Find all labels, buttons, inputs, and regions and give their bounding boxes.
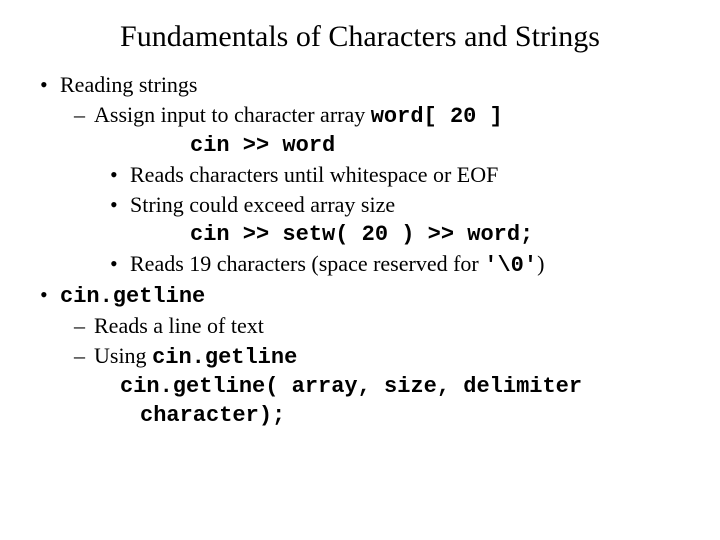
subbullet-reads-chars: •Reads characters until whitespace or EO… [110,162,680,188]
dash-icon: – [74,102,94,128]
code: word[ 20 ] [371,104,503,129]
text: String could exceed array size [130,192,395,217]
code: cin.getline [152,345,297,370]
bullet-icon: • [40,72,60,98]
code-cin-word: cin >> word [190,133,680,158]
code-setw: cin >> setw( 20 ) >> word; [190,222,680,247]
slide-title: Fundamentals of Characters and Strings [40,20,680,54]
bullet-icon: • [110,162,130,188]
bullet-icon: • [110,251,130,277]
subbullet-reads-line: –Reads a line of text [74,313,680,339]
code-getline-call-line2: character); [140,403,680,428]
text: Reading strings [60,72,198,97]
subbullet-using-getline: –Using cin.getline [74,343,680,370]
dash-icon: – [74,313,94,339]
text: Reads a line of text [94,313,264,338]
bullet-reading-strings: •Reading strings [40,72,680,98]
bullet-icon: • [110,192,130,218]
code: cin.getline [60,284,205,309]
dash-icon: – [74,343,94,369]
subbullet-exceed-size: •String could exceed array size [110,192,680,218]
subbullet-reads-19: •Reads 19 characters (space reserved for… [110,251,680,278]
text: Reads 19 characters (space reserved for [130,251,484,276]
text: Assign input to character array [94,102,371,127]
text: Using [94,343,152,368]
text: Reads characters until whitespace or EOF [130,162,498,187]
code-getline-call-line1: cin.getline( array, size, delimiter [120,374,680,399]
subbullet-assign-input: –Assign input to character array word[ 2… [74,102,680,129]
tail: ) [537,251,544,276]
code: '\0' [484,253,537,278]
bullet-icon: • [40,282,60,308]
bullet-cin-getline: •cin.getline [40,282,680,309]
